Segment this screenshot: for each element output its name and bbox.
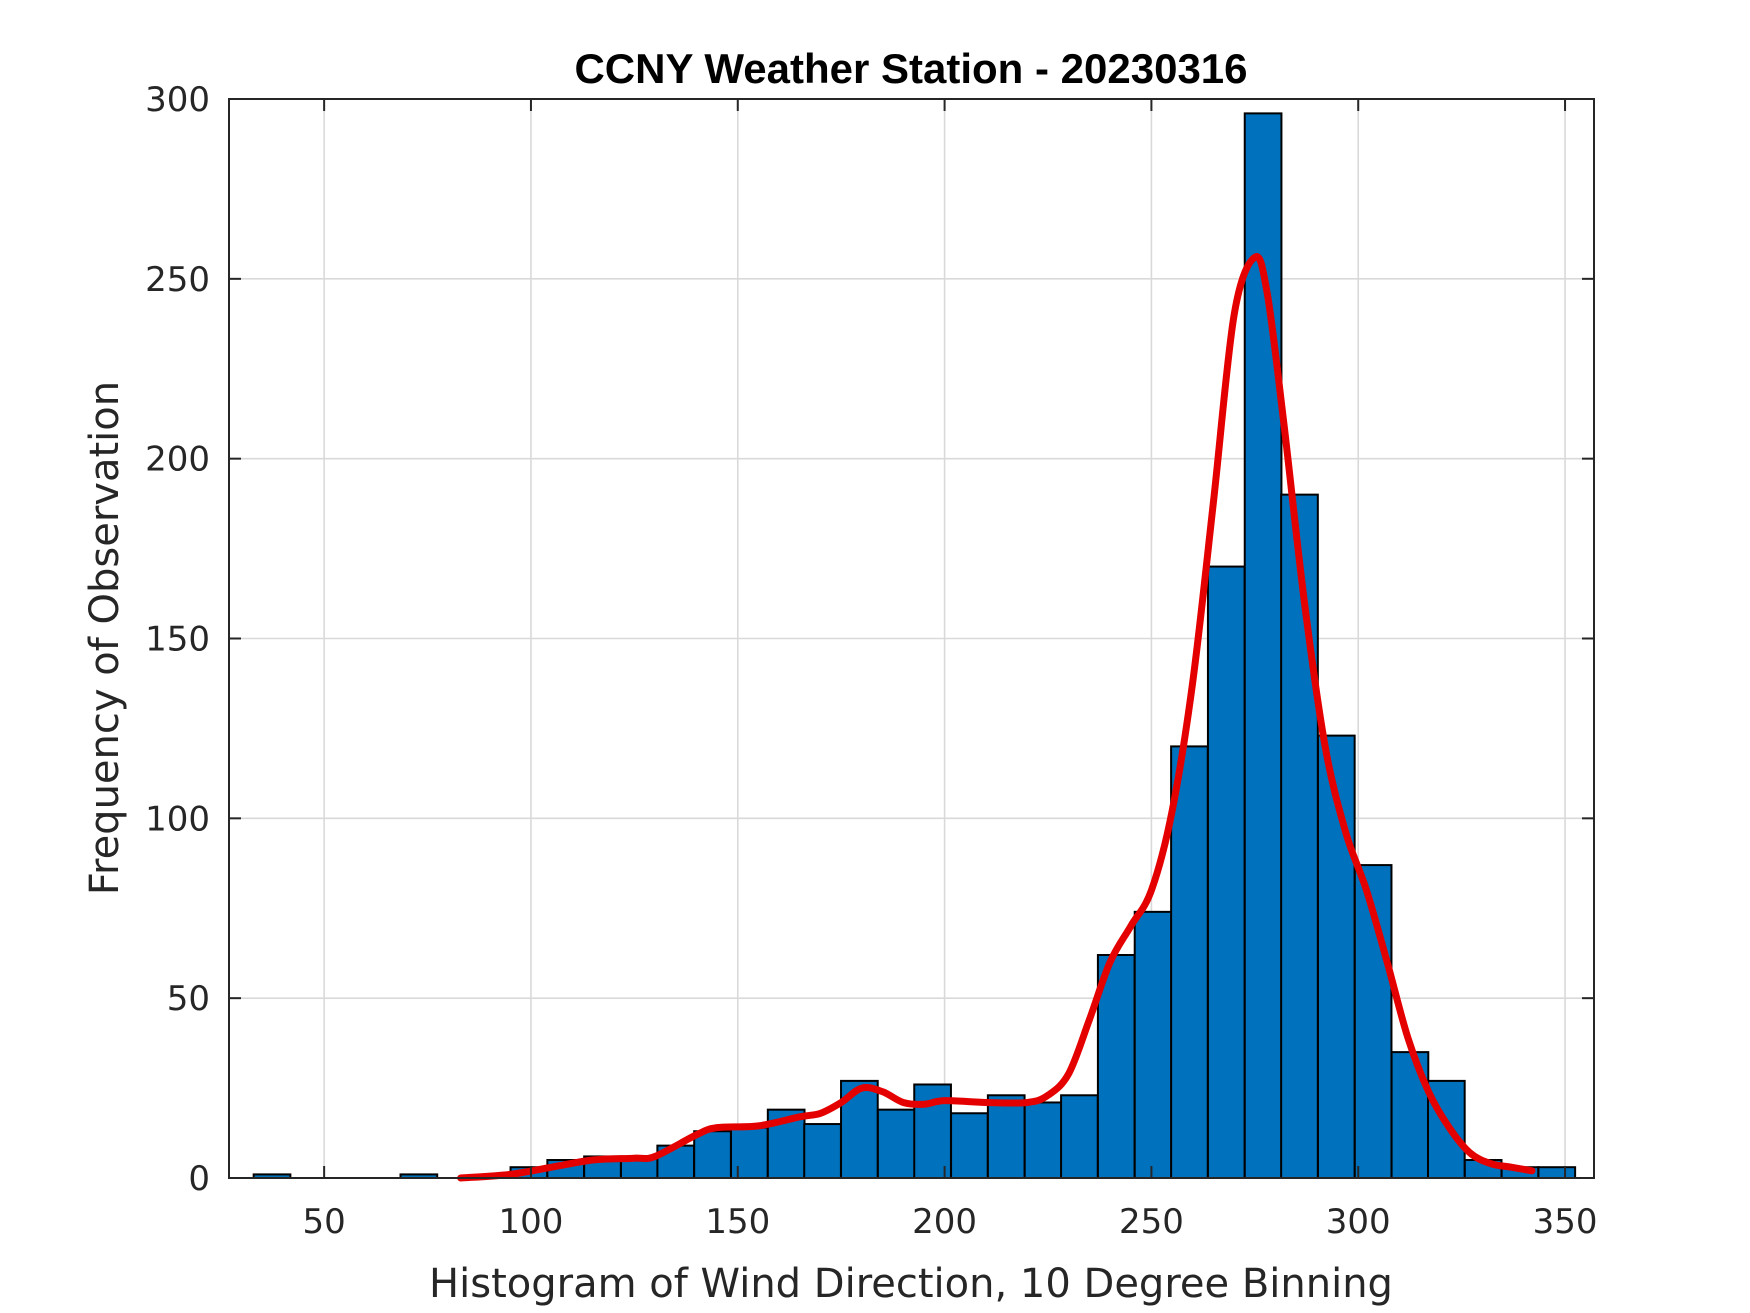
histogram-bar [950,1112,989,1180]
y-tick-label: 50 [167,979,210,1019]
histogram-bar [1243,112,1283,1179]
x-tick-label: 350 [1533,1202,1598,1242]
x-tick-label: 100 [499,1202,564,1242]
histogram-bar [876,1108,916,1179]
histogram-bar [1280,493,1319,1179]
histogram-bar [803,1123,842,1180]
y-tick-label: 100 [145,799,210,839]
x-tick-label: 150 [705,1202,770,1242]
histogram-bar [1060,1094,1099,1179]
density-curve-line [457,253,1536,1182]
ticks-layer: 50 100 150 200 250 300 350 0 50 100 150 200 250 300 [145,80,1597,1242]
line-layer [457,253,1536,1182]
histogram-bar [730,1126,769,1179]
y-axis-label: Frequency of Observation [82,381,128,895]
y-tick-label: 150 [145,620,210,660]
x-tick-label: 50 [303,1202,346,1242]
chart-title: CCNY Weather Station - 20230316 [574,45,1247,92]
histogram-bar [1170,745,1209,1180]
histogram-bar [1023,1101,1063,1179]
x-tick-label: 250 [1119,1202,1184,1242]
x-axis-label: Histogram of Wind Direction, 10 Degree B… [429,1261,1393,1307]
y-tick-label: 300 [145,80,210,120]
histogram-bar [693,1130,732,1179]
histogram-bar [1133,910,1173,1179]
y-tick-label: 0 [188,1159,210,1199]
x-tick-label: 200 [912,1202,977,1242]
y-tick-label: 250 [145,260,210,300]
x-tick-label: 300 [1326,1202,1391,1242]
histogram-bar [1206,565,1246,1179]
histogram-bar [1537,1166,1577,1179]
y-tick-label: 200 [145,440,210,480]
histogram-bar [986,1094,1026,1179]
